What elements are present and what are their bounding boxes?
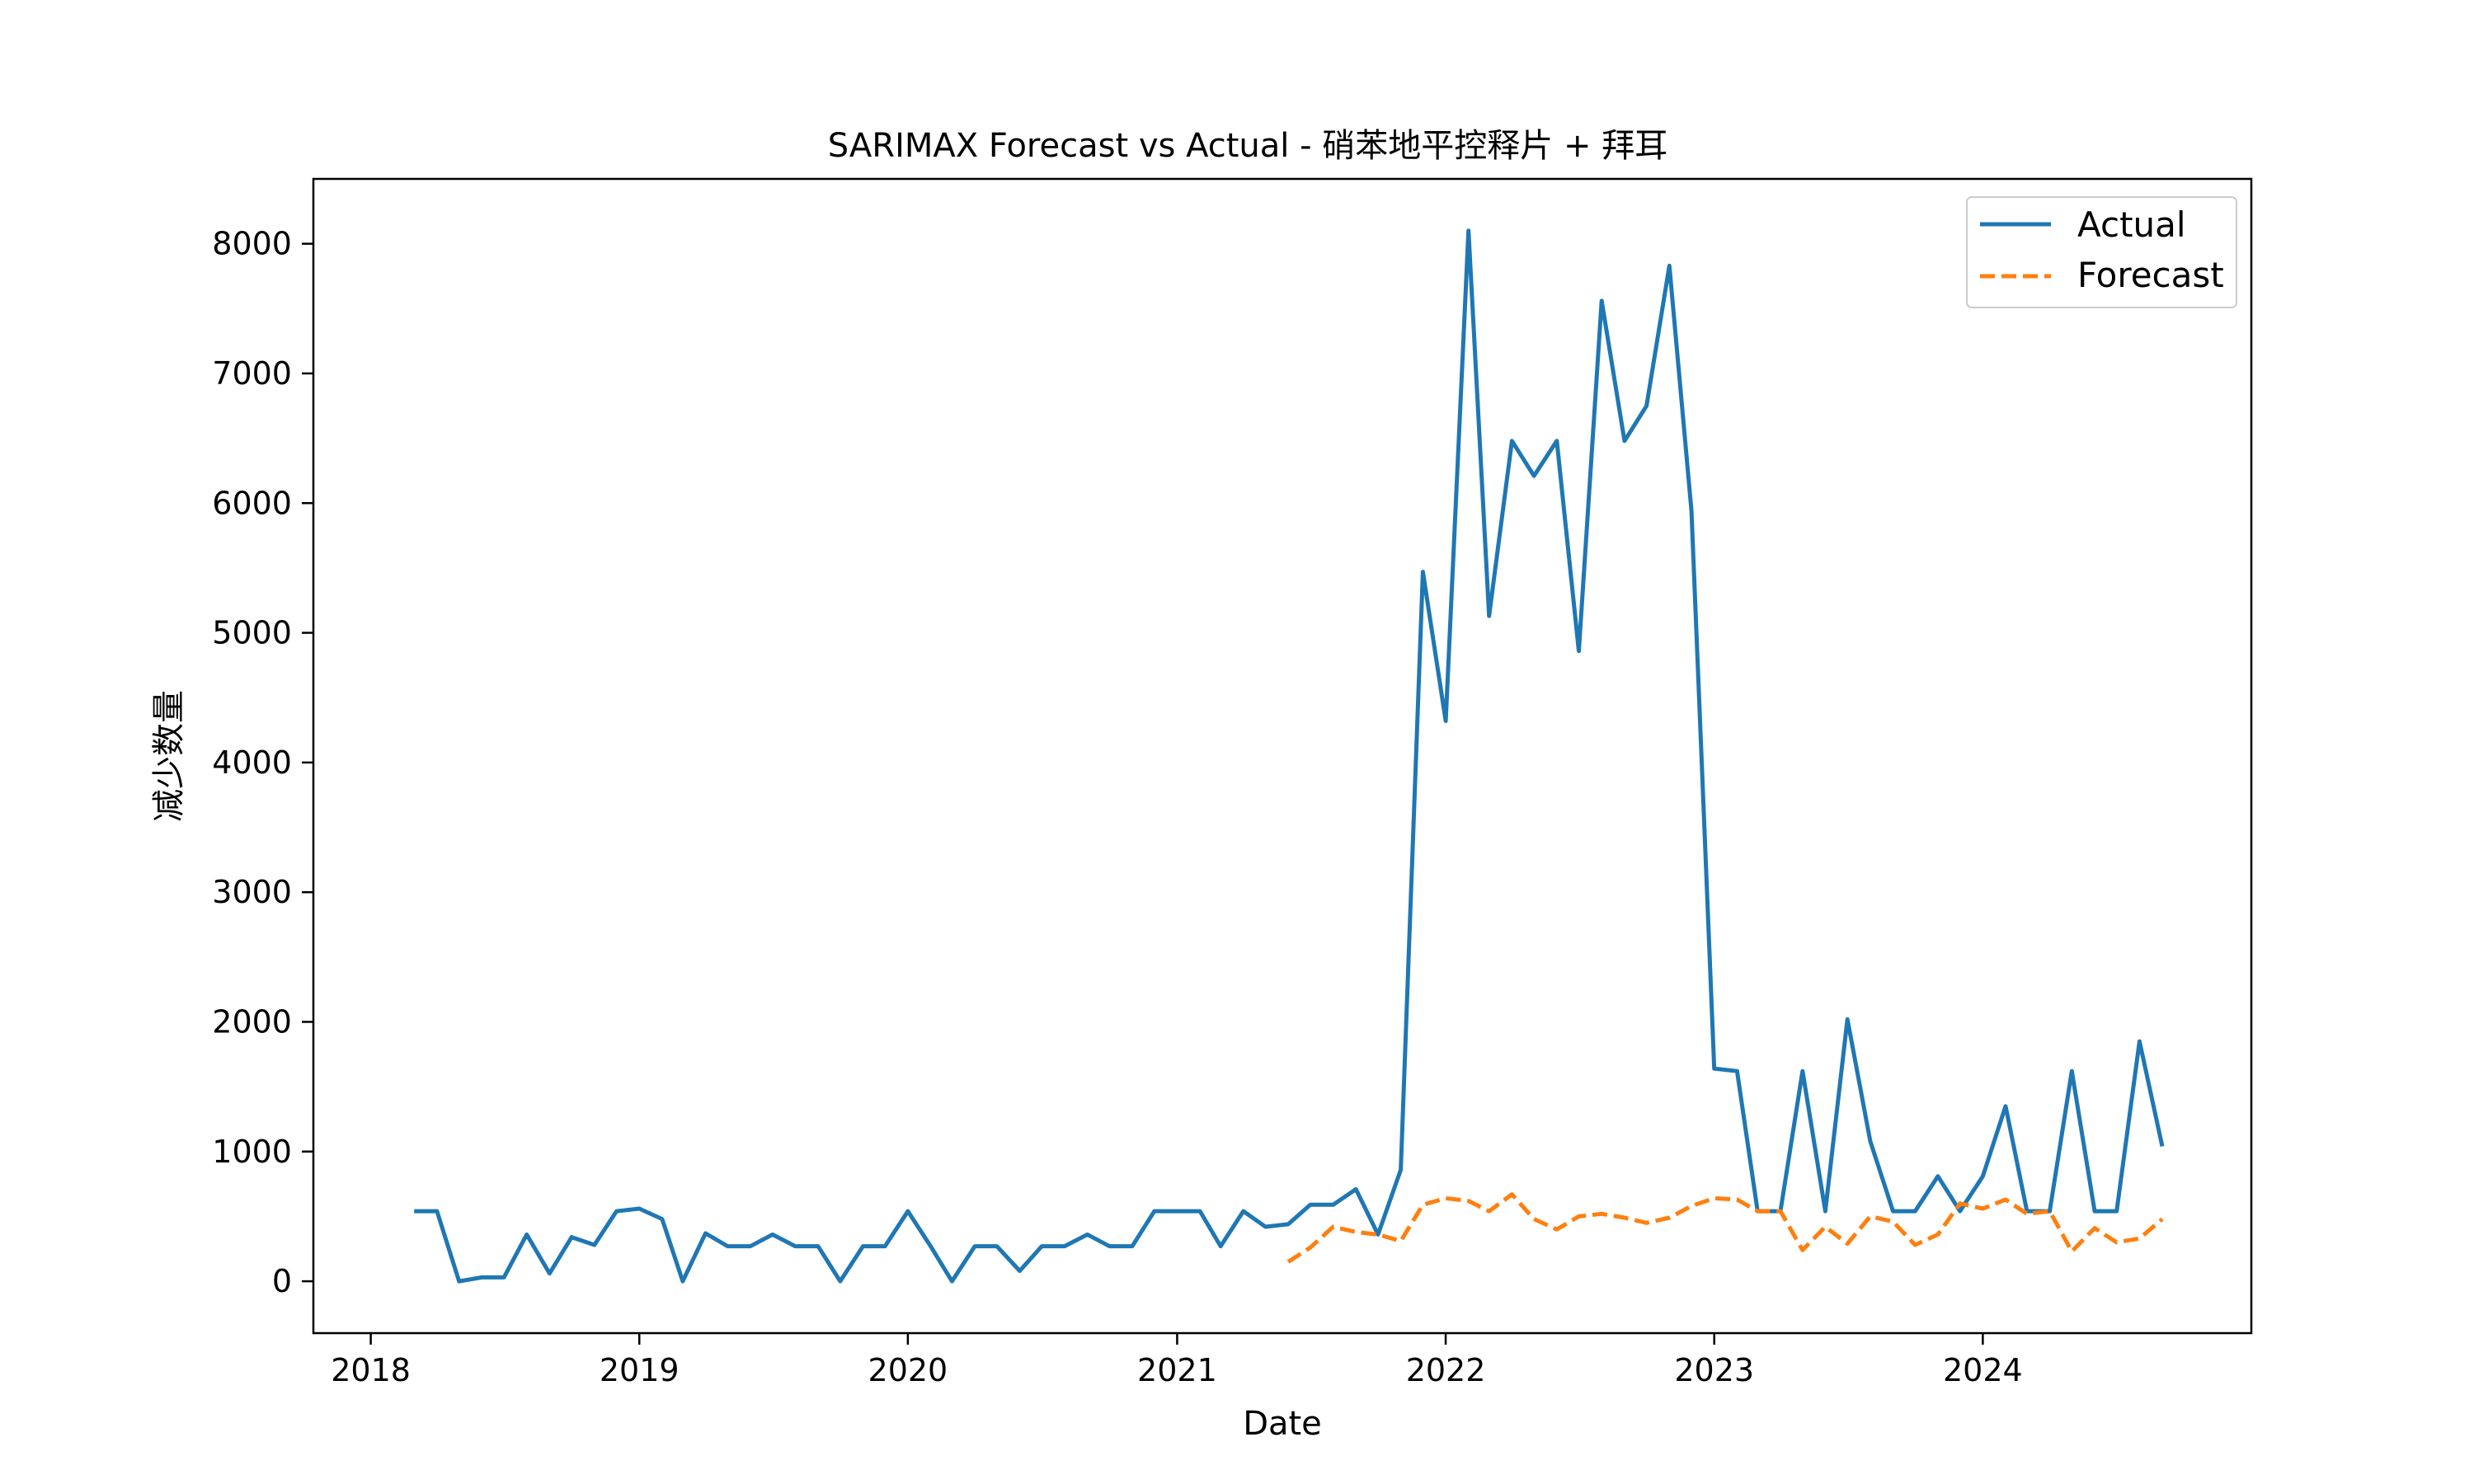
x-axis-label: Date [1243,1405,1322,1443]
y-tick-label: 4000 [212,744,292,781]
x-tick-label: 2018 [331,1352,411,1388]
y-axis: 0 1000 2000 3000 4000 5000 6000 7000 8000 [212,226,313,1299]
series-line-actual [414,228,2165,1284]
y-tick-label: 1000 [212,1134,292,1170]
y-tick-label: 5000 [212,615,292,651]
y-axis-label: 减少数量 [150,690,188,822]
plot-frame [312,177,2253,1335]
y-tick-label: 2000 [212,1003,292,1040]
legend: Actual Forecast [1966,196,2237,308]
x-tick-label: 2023 [1674,1352,1754,1388]
x-tick-label: 2024 [1943,1352,2023,1388]
x-tick-label: 2021 [1137,1352,1217,1388]
y-tick-label: 0 [272,1263,292,1299]
legend-label-actual: Actual [2077,204,2186,245]
x-tick-label: 2022 [1406,1352,1486,1388]
x-tick-label: 2020 [868,1352,948,1388]
series-layer [414,228,2165,1284]
chart-title: SARIMAX Forecast vs Actual - 硝苯地平控释片 + 拜… [828,127,1667,165]
x-axis: 2018 2019 2020 2021 2022 2023 2024 [331,1333,2023,1388]
x-tick-label: 2019 [600,1352,680,1388]
y-tick-label: 3000 [212,874,292,910]
y-tick-label: 7000 [212,355,292,392]
y-tick-label: 6000 [212,485,292,521]
legend-label-forecast: Forecast [2077,255,2224,295]
y-tick-label: 8000 [212,226,292,262]
series-line-forecast [1286,1192,2164,1264]
